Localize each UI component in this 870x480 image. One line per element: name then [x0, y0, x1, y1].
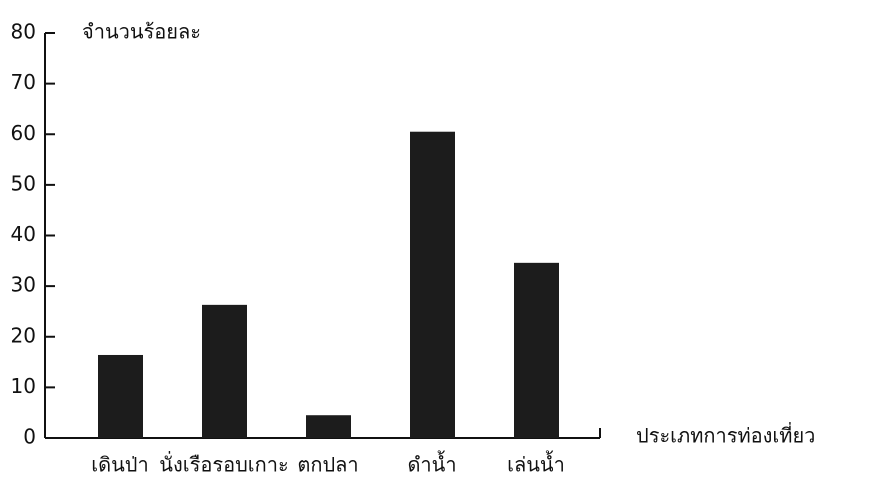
y-tick-label: 0: [23, 425, 36, 449]
y-tick-label: 80: [11, 20, 36, 44]
y-tick-label: 10: [11, 374, 36, 398]
bar: [98, 354, 143, 438]
y-tick-label: 40: [11, 222, 36, 246]
y-tick-label: 50: [11, 171, 36, 195]
bar: [202, 304, 247, 438]
y-tick-label: 20: [11, 323, 36, 347]
x-tick-label: นั่งเรือรอบเกาะ: [159, 451, 288, 477]
y-tick-label: 60: [11, 121, 36, 145]
x-tick-label: ตกปลา: [297, 453, 358, 477]
x-tick-label: ดำน้ำ: [407, 451, 456, 477]
bar: [410, 131, 455, 438]
bar: [514, 262, 559, 438]
y-tick-label: 30: [11, 273, 36, 297]
y-tick-label: 70: [11, 70, 36, 94]
bar: [306, 415, 351, 438]
x-tick-label: เล่นน้ำ: [507, 451, 565, 477]
x-tick-label: เดินป่า: [91, 453, 148, 477]
y-axis-label: จำนวนร้อยละ: [82, 20, 201, 44]
x-axis-label: ประเภทการท่องเที่ยว: [636, 422, 815, 448]
